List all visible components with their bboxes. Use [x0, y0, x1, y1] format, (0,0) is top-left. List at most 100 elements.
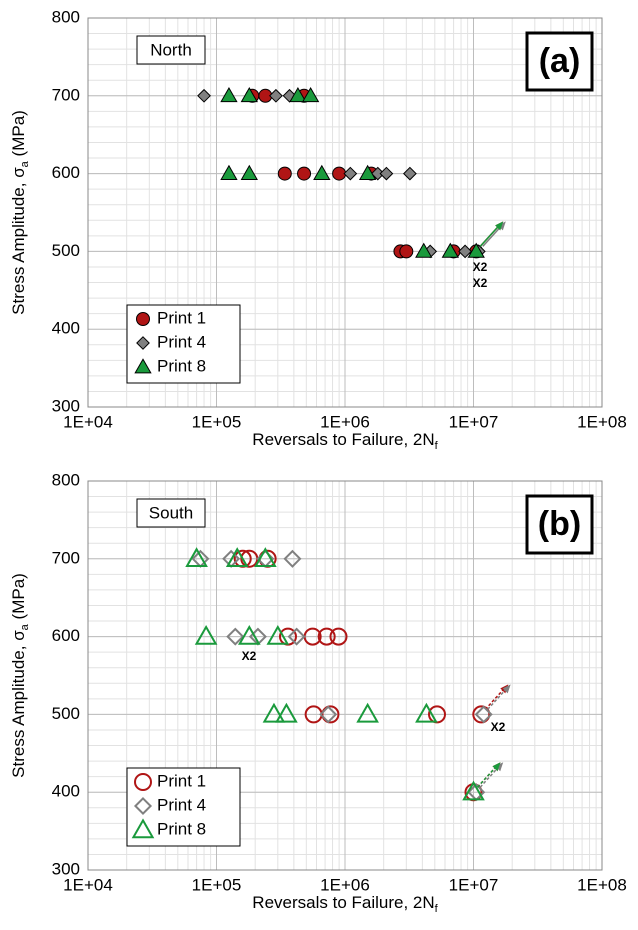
- data-point: [399, 244, 414, 259]
- data-point: [225, 547, 249, 567]
- legend-label: Print 4: [157, 332, 206, 351]
- x-axis-title-part: Reversals to Failure, 2N: [252, 430, 434, 449]
- y-axis-title-part: (MPa): [9, 573, 28, 624]
- data-point: [220, 164, 238, 180]
- runout-arrow-head: [495, 221, 504, 231]
- data-point: [185, 547, 208, 567]
- x-tick-label: 1E+08: [577, 412, 627, 431]
- data-point: [379, 166, 394, 181]
- legend-label: Print 1: [157, 771, 206, 790]
- legend-marker: [136, 312, 150, 326]
- data-point: [441, 242, 459, 258]
- y-axis-title-part: (MPa): [9, 110, 28, 161]
- y-tick-label: 800: [52, 470, 80, 489]
- data-point: [297, 166, 312, 181]
- y-tick-label: 600: [52, 626, 80, 645]
- data-point: [403, 166, 417, 181]
- x-tick-label: 1E+06: [320, 412, 370, 431]
- data-point: [467, 242, 485, 258]
- data-point: [237, 624, 261, 645]
- data-point: [458, 244, 472, 259]
- runout-arrow-head: [502, 684, 511, 694]
- runout-arrow-head: [492, 762, 501, 772]
- y-axis-title-part: Stress Amplitude, σ: [9, 167, 28, 315]
- y-tick-label: 700: [52, 85, 80, 104]
- data-point: [321, 705, 340, 724]
- data-point: [194, 624, 218, 645]
- y-tick-label: 300: [52, 859, 80, 878]
- legend-label: Print 8: [157, 356, 206, 375]
- y-tick-label: 400: [52, 319, 80, 338]
- x-axis-title: Reversals to Failure, 2Nf: [252, 430, 438, 451]
- y-axis-title-part: a: [19, 623, 31, 630]
- data-point: [283, 549, 302, 568]
- x-axis-title-part: Reversals to Failure, 2N: [252, 893, 434, 912]
- label-box: [136, 498, 206, 528]
- annotation: X2: [242, 649, 257, 663]
- panel-label: (b): [538, 505, 581, 543]
- data-point: [287, 627, 306, 646]
- label-box: [136, 35, 206, 65]
- runout-arrow: [487, 684, 511, 710]
- data-point: [415, 242, 433, 258]
- legend-label: Print 4: [157, 795, 206, 814]
- y-tick-label: 400: [52, 782, 80, 801]
- legend-marker: [134, 358, 152, 374]
- legend-box: [126, 767, 241, 847]
- data-point: [266, 624, 290, 645]
- data-point: [275, 702, 298, 723]
- data-point: [319, 705, 338, 724]
- label-box-text: North: [150, 40, 192, 59]
- data-point: [462, 780, 485, 801]
- annotation: X2: [473, 276, 488, 290]
- runout-arrow-head: [495, 762, 504, 772]
- x-tick-label: 1E+07: [449, 412, 499, 431]
- x-tick-label: 1E+05: [192, 412, 242, 431]
- runout-arrow: [479, 762, 504, 788]
- runout-arrow: [476, 762, 501, 788]
- y-axis-title: Stress Amplitude, σa (MPa): [9, 573, 30, 778]
- data-point: [415, 702, 438, 723]
- data-point: [474, 705, 493, 724]
- x-tick-label: 1E+04: [63, 875, 113, 894]
- panel-label-box: [525, 494, 594, 555]
- data-point: [329, 627, 348, 646]
- x-tick-label: 1E+07: [449, 875, 499, 894]
- y-tick-label: 300: [52, 396, 80, 415]
- data-point: [269, 88, 283, 103]
- panel-label: (a): [539, 42, 581, 80]
- data-point: [301, 86, 320, 103]
- legend-label: Print 8: [157, 819, 206, 838]
- x-tick-label: 1E+04: [63, 412, 113, 431]
- runout-arrow-shaft: [479, 223, 501, 247]
- x-axis-title: Reversals to Failure, 2Nf: [252, 893, 438, 914]
- y-axis-title-part: a: [19, 160, 31, 167]
- y-axis-title: Stress Amplitude, σa (MPa): [9, 110, 30, 315]
- data-point: [277, 166, 292, 181]
- x-axis-title-part: f: [435, 903, 439, 915]
- data-point: [240, 164, 258, 180]
- data-point: [240, 86, 258, 103]
- runout-arrow-head: [497, 221, 506, 231]
- data-point: [254, 547, 277, 567]
- x-tick-label: 1E+06: [320, 875, 370, 894]
- label-box-text: South: [149, 503, 193, 522]
- x-axis-title-part: f: [435, 440, 439, 452]
- legend-marker: [134, 773, 152, 791]
- annotation: X2: [473, 260, 488, 274]
- legend-marker: [136, 336, 150, 350]
- y-tick-label: 800: [52, 7, 80, 26]
- data-point: [356, 702, 379, 723]
- data-point: [343, 166, 358, 181]
- data-point: [226, 627, 245, 646]
- data-point: [317, 627, 336, 646]
- panel-label-box: [525, 31, 594, 92]
- legend-marker: [131, 818, 155, 839]
- y-tick-label: 600: [52, 163, 80, 182]
- x-tick-label: 1E+08: [577, 875, 627, 894]
- y-tick-label: 500: [52, 704, 80, 723]
- data-point: [262, 702, 286, 723]
- data-point: [472, 705, 491, 724]
